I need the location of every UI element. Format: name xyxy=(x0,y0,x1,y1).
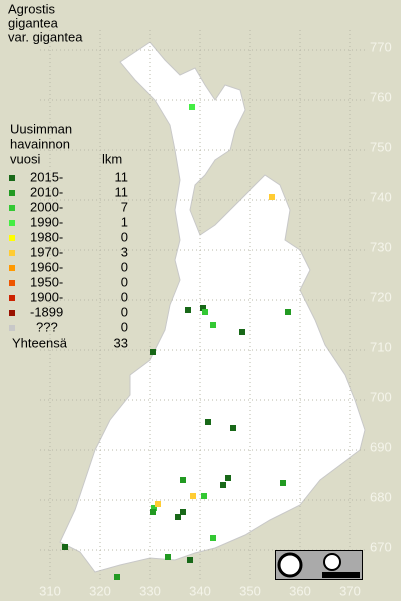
legend-swatch xyxy=(9,190,15,196)
x-tick-label: 330 xyxy=(139,583,161,598)
title: gigantea xyxy=(8,15,59,30)
x-tick-label: 370 xyxy=(339,583,361,598)
observation-point xyxy=(114,574,120,580)
observation-point xyxy=(225,475,231,481)
y-tick-label: 720 xyxy=(370,289,392,304)
observation-point xyxy=(180,509,186,515)
license-icons xyxy=(277,552,360,578)
grid: 310 320 330 340 350 360 3707707607507407307207… xyxy=(39,30,392,598)
y-tick-label: 670 xyxy=(370,539,392,554)
legend-label: 2015- xyxy=(30,169,63,184)
y-tick-label: 770 xyxy=(370,39,392,54)
legend-count-header: lkm xyxy=(102,151,122,166)
observation-point xyxy=(269,194,275,200)
legend-label: 1970- xyxy=(30,244,63,259)
observation-point xyxy=(150,509,156,515)
observation-point xyxy=(210,322,216,328)
legend-label: 1950- xyxy=(30,274,63,289)
legend-swatch xyxy=(9,250,15,256)
legend-count: 7 xyxy=(121,199,128,214)
legend-label: 2000- xyxy=(30,199,63,214)
legend-total-label: Yhteensä xyxy=(12,335,68,350)
title: Agrostis xyxy=(8,1,55,16)
y-tick-label: 730 xyxy=(370,239,392,254)
x-tick-label: 350 xyxy=(239,583,261,598)
observation-point xyxy=(230,425,236,431)
observation-point xyxy=(185,307,191,313)
y-tick-label: 740 xyxy=(370,189,392,204)
legend-swatch xyxy=(9,175,15,181)
legend-label: ??? xyxy=(36,319,58,334)
x-tick-label: 340 xyxy=(189,583,211,598)
license-badge xyxy=(275,550,363,580)
legend-label: 1960- xyxy=(30,259,63,274)
observation-point xyxy=(220,482,226,488)
observation-point xyxy=(280,480,286,486)
legend-header: vuosi xyxy=(10,151,40,166)
observation-point xyxy=(239,329,245,335)
x-tick-label: 360 xyxy=(289,583,311,598)
legend-count: 11 xyxy=(115,184,129,199)
legend-count: 1 xyxy=(121,214,128,229)
legend-swatch xyxy=(9,220,15,226)
observation-point xyxy=(205,419,211,425)
legend-count: 3 xyxy=(121,244,128,259)
finland-outline xyxy=(59,41,366,573)
legend-label: 1980- xyxy=(30,229,63,244)
legend-count: 0 xyxy=(121,229,128,244)
observation-point xyxy=(189,104,195,110)
legend-swatch xyxy=(9,310,15,316)
legend-swatch xyxy=(9,295,15,301)
observation-point xyxy=(150,349,156,355)
y-tick-label: 750 xyxy=(370,139,392,154)
observation-point xyxy=(190,493,196,499)
observation-point xyxy=(151,505,157,511)
legend-count: 0 xyxy=(121,319,128,334)
legend-label: 1900- xyxy=(30,289,63,304)
legend-count: 0 xyxy=(121,304,128,319)
observation-point xyxy=(187,557,193,563)
y-tick-label: 690 xyxy=(370,439,392,454)
observation-point xyxy=(155,501,161,507)
observation-point xyxy=(175,514,181,520)
legend-count: 11 xyxy=(115,169,129,184)
y-tick-label: 710 xyxy=(370,339,392,354)
observation-point xyxy=(202,309,208,315)
legend-count: 0 xyxy=(121,259,128,274)
legend-label: 2010- xyxy=(30,184,63,199)
y-tick-label: 700 xyxy=(370,389,392,404)
legend-swatch xyxy=(9,325,15,331)
title: var. gigantea xyxy=(8,29,83,44)
legend-label: -1899 xyxy=(30,304,63,319)
observation-point xyxy=(285,309,291,315)
legend-swatch xyxy=(9,265,15,271)
legend-label: 1990- xyxy=(30,214,63,229)
legend-count: 0 xyxy=(121,289,128,304)
observations xyxy=(62,104,291,580)
x-tick-label: 320 xyxy=(89,583,111,598)
legend-swatch xyxy=(9,205,15,211)
observation-point xyxy=(210,535,216,541)
observation-point xyxy=(200,305,206,311)
observation-point xyxy=(180,477,186,483)
legend-header: Uusimman xyxy=(10,121,72,136)
legend-count: 0 xyxy=(121,274,128,289)
legend-total: 33 xyxy=(114,335,128,350)
legend-swatch xyxy=(9,280,15,286)
y-tick-label: 680 xyxy=(370,489,392,504)
observation-point xyxy=(201,493,207,499)
observation-point xyxy=(165,554,171,560)
legend-swatch xyxy=(9,235,15,241)
legend-header: havainnon xyxy=(10,136,70,151)
legend: 2015- 11 2010- 11 2000- 7 1990- 1 1980- 0 1970- 3 19… xyxy=(9,169,128,350)
x-tick-label: 310 xyxy=(39,583,61,598)
y-tick-label: 760 xyxy=(370,89,392,104)
observation-point xyxy=(62,544,68,550)
